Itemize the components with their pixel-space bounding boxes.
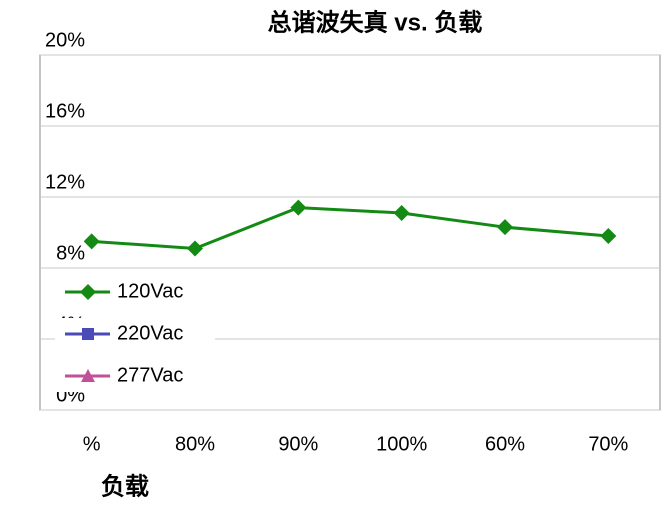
x-tick-label: 100% — [376, 433, 427, 455]
marker — [187, 240, 203, 257]
marker — [82, 328, 94, 340]
marker — [83, 233, 100, 250]
marker — [497, 219, 513, 236]
legend-label: 120Vac — [117, 280, 183, 302]
marker — [393, 204, 410, 221]
y-tick-label: 16% — [45, 100, 85, 122]
x-tick-label: 60% — [485, 433, 525, 455]
marker — [600, 228, 617, 245]
marker — [290, 199, 307, 216]
series-line — [91, 206, 609, 250]
x-tick-label: 80% — [175, 433, 215, 455]
legend-label: 220Vac — [117, 322, 183, 344]
chart-title: 总谐波失真 vs. 负载 — [268, 8, 483, 36]
x-axis-label: 负载 — [101, 473, 149, 500]
x-tick-label: 90% — [278, 433, 318, 455]
legend-label: 277Vac — [117, 364, 183, 386]
y-tick-label: 8% — [56, 242, 85, 264]
x-tick-label: 70% — [588, 433, 628, 455]
x-tick-label: % — [83, 433, 101, 455]
marker — [80, 284, 96, 300]
marker — [81, 369, 95, 382]
y-tick-label: 12% — [45, 171, 85, 193]
y-tick-label: 20% — [45, 29, 85, 51]
